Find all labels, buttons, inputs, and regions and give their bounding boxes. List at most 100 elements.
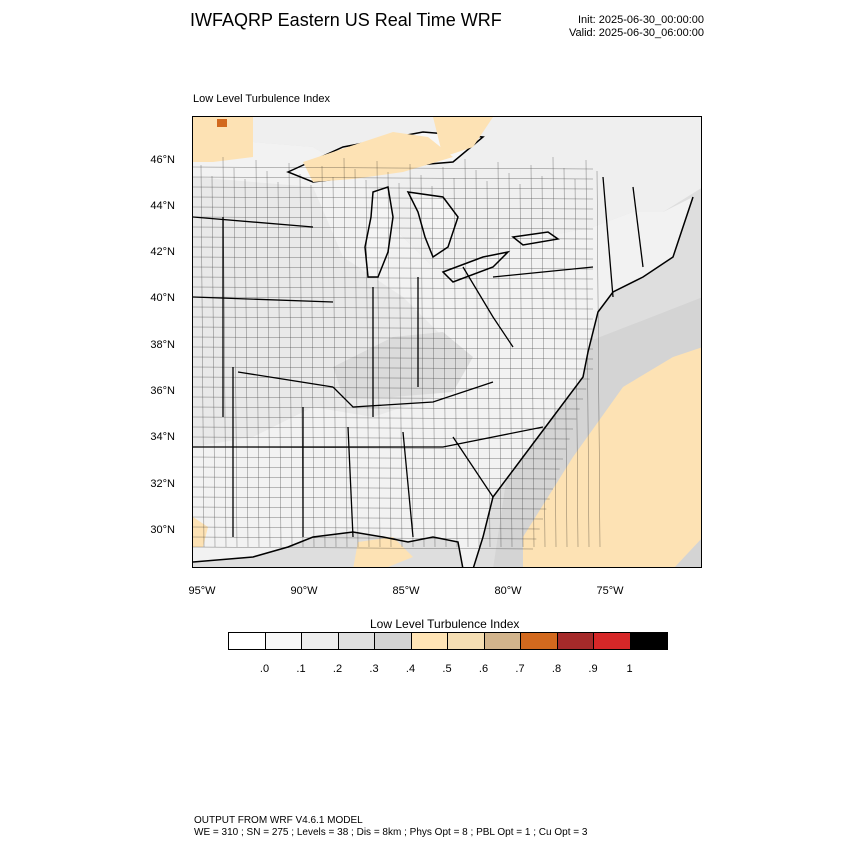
county-line <box>200 164 205 548</box>
county-line <box>453 177 458 548</box>
legend-swatch <box>448 633 485 649</box>
tan-atlantic <box>523 347 701 567</box>
county-line <box>409 163 414 548</box>
county-line <box>288 162 293 548</box>
county-line <box>193 376 590 380</box>
field-label: Low Level Turbulence Index <box>193 93 330 105</box>
county-line <box>193 316 594 320</box>
tan-north <box>193 117 253 162</box>
county-line <box>193 386 587 390</box>
county-line <box>376 160 381 548</box>
county-line <box>464 158 469 548</box>
county-line <box>193 296 594 300</box>
legend-tick-label: .9 <box>588 663 598 675</box>
county-line <box>266 170 271 548</box>
county-line <box>193 476 557 480</box>
county-line <box>508 172 513 548</box>
county-line <box>574 178 579 548</box>
east-coastline <box>472 196 694 567</box>
lat-label: 40°N <box>150 292 175 304</box>
county-line <box>193 396 584 400</box>
valid-time: Valid: 2025-06-30_06:00:00 <box>569 27 704 39</box>
legend-swatch <box>630 633 667 649</box>
county-line <box>193 426 574 430</box>
legend-swatch <box>557 633 594 649</box>
legend-swatch <box>375 633 412 649</box>
legend-tick-label: .8 <box>551 663 562 675</box>
model-info: OUTPUT FROM WRF V4.6.1 MODEL WE = 310 ; … <box>194 815 587 839</box>
county-line <box>193 226 594 230</box>
county-line <box>193 336 594 340</box>
orange-spot <box>217 119 227 127</box>
state-borders <box>193 176 644 538</box>
county-line <box>365 179 370 548</box>
county-line <box>193 356 594 360</box>
county-line <box>193 236 594 240</box>
county-line <box>193 526 540 530</box>
county-line <box>193 506 547 510</box>
county-line <box>193 536 537 540</box>
lon-label: 95°W <box>188 585 216 597</box>
county-line <box>193 346 594 350</box>
county-line <box>552 156 557 548</box>
county-line <box>332 176 337 548</box>
legend-tick-label: .7 <box>515 663 525 675</box>
legend-tick-label: .2 <box>332 663 343 675</box>
lat-label: 32°N <box>150 478 175 490</box>
county-line <box>193 166 594 170</box>
county-line <box>193 326 594 330</box>
tan-superior <box>303 132 453 182</box>
lat-label: 34°N <box>150 431 175 443</box>
county-line <box>343 157 348 548</box>
county-line <box>255 159 260 548</box>
lat-label: 38°N <box>150 339 175 351</box>
tan-east <box>433 117 493 157</box>
county-line <box>321 165 326 548</box>
canada-land <box>193 117 701 277</box>
county-line <box>193 256 594 260</box>
legend-tick-label: .4 <box>405 663 416 675</box>
county-line <box>193 286 594 290</box>
lon-label: 80°W <box>494 585 522 597</box>
lake-erie <box>441 250 511 283</box>
county-line <box>193 456 564 460</box>
county-line <box>442 166 447 548</box>
county-line <box>193 196 594 200</box>
county-line <box>431 185 436 548</box>
lon-label: 75°W <box>596 585 624 597</box>
county-line <box>277 181 282 548</box>
county-line <box>193 276 594 280</box>
legend-title: Low Level Turbulence Index <box>370 617 520 631</box>
county-line <box>387 171 392 548</box>
county-line <box>563 167 568 548</box>
county-line <box>596 170 601 548</box>
map-panel <box>192 116 702 568</box>
init-time: Init: 2025-06-30_00:00:00 <box>578 14 704 26</box>
county-line <box>211 175 216 548</box>
county-line <box>420 174 425 548</box>
lon-label: 85°W <box>392 585 420 597</box>
county-line <box>193 546 534 550</box>
lon-label: 90°W <box>290 585 318 597</box>
map-title: IWFAQRP Eastern US Real Time WRF <box>190 10 502 30</box>
county-line <box>233 167 238 548</box>
lat-label: 44°N <box>150 200 175 212</box>
model-config: WE = 310 ; SN = 275 ; Levels = 38 ; Dis … <box>194 827 588 838</box>
county-line <box>310 184 315 548</box>
legend-tick-label: .6 <box>478 663 489 675</box>
county-line <box>193 216 594 220</box>
county-line <box>541 175 546 548</box>
tan-gulf <box>353 537 413 567</box>
lat-label: 46°N <box>150 154 175 166</box>
legend-swatch <box>302 633 339 649</box>
legend-swatch <box>594 633 631 649</box>
county-line <box>193 186 594 190</box>
lat-label: 36°N <box>150 385 175 397</box>
legend-swatch <box>521 633 558 649</box>
init-valid-times: Init: 2025-06-30_00:00:00 Valid: 2025-06… <box>569 14 704 40</box>
county-line <box>497 161 502 548</box>
map-canvas <box>193 117 701 567</box>
county-line <box>193 206 594 210</box>
legend-swatch <box>338 633 375 649</box>
county-line <box>193 496 550 500</box>
